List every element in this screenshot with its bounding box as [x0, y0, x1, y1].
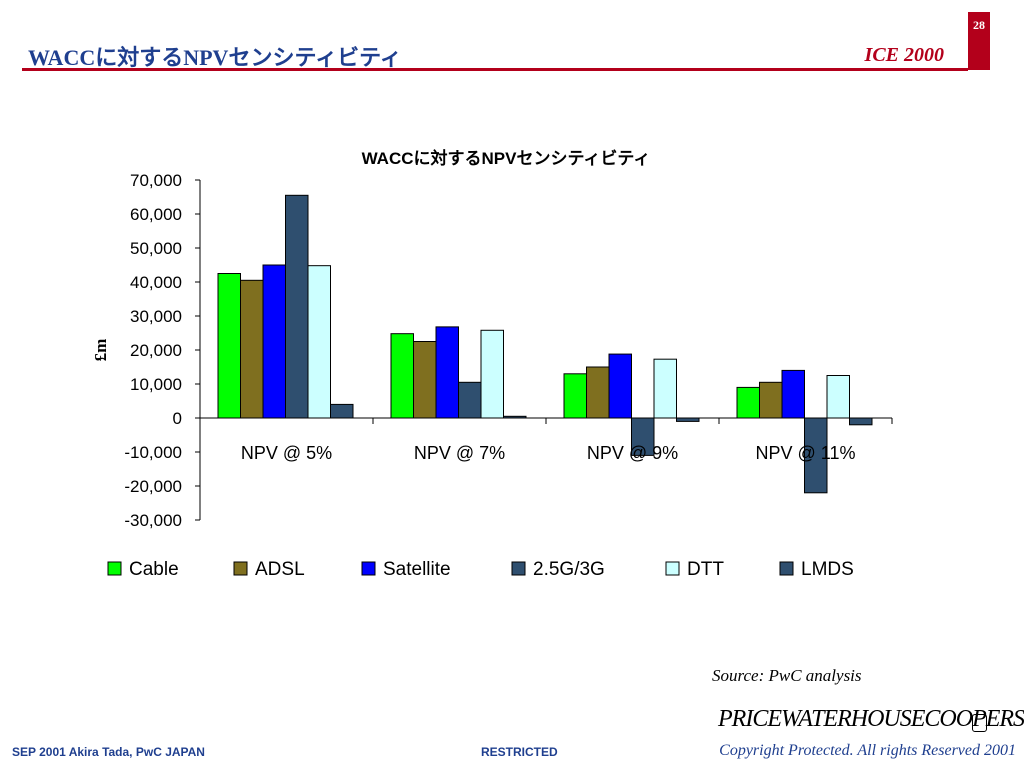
- bar-satellite-4: [781, 369, 805, 419]
- legend-swatch-lmds: [779, 561, 794, 576]
- legend-label: ADSL: [255, 559, 305, 580]
- bar-2-5g-3g-2: [458, 381, 482, 419]
- title-rule: [22, 68, 968, 71]
- legend-label: Cable: [129, 559, 179, 580]
- y-tick-label: -20,000: [124, 477, 182, 496]
- y-tick-label: 0: [173, 409, 182, 428]
- bar-adsl-2: [413, 341, 437, 419]
- legend-swatch-dtt: [665, 561, 680, 576]
- y-tick-label: 40,000: [130, 273, 182, 292]
- legend-swatch-adsl: [233, 561, 248, 576]
- bar-2-5g-3g-1: [285, 194, 309, 419]
- bar-2-5g-3g-4: [804, 417, 828, 494]
- y-tick-label: 70,000: [130, 171, 182, 190]
- y-tick-label: -10,000: [124, 443, 182, 462]
- legend-swatch-2-5g-3g: [511, 561, 526, 576]
- bar-adsl-3: [586, 366, 610, 419]
- y-tick-label: 20,000: [130, 341, 182, 360]
- bar-lmds-4: [849, 417, 873, 426]
- page-number: 28: [973, 18, 985, 32]
- bar-cable-3: [563, 373, 587, 419]
- legend-swatch-cable: [107, 561, 122, 576]
- footer-author: SEP 2001 Akira Tada, PwC JAPAN: [12, 745, 205, 759]
- bar-cable-2: [390, 333, 414, 419]
- npv-chart: WACCに対するNPVセンシティビティ 70,000 60,000 50,000 40,…: [91, 148, 893, 580]
- category-label: NPV @ 5%: [241, 443, 332, 463]
- y-tick-label: 60,000: [130, 205, 182, 224]
- bar-satellite-3: [608, 353, 632, 419]
- pwc-seal-icon: [972, 714, 987, 732]
- bar-cable-4: [736, 386, 760, 419]
- y-tick-label: 30,000: [130, 307, 182, 326]
- category-label: NPV @ 11%: [756, 443, 856, 463]
- bar-lmds-2: [503, 415, 527, 419]
- bar-dtt-3: [653, 358, 677, 419]
- legend-swatch-satellite: [361, 561, 376, 576]
- category-label: NPV @ 7%: [414, 443, 505, 463]
- event-label: ICE 2000: [864, 44, 944, 66]
- legend-label: Satellite: [383, 559, 451, 580]
- footer-copyright: Copyright Protected. All rights Reserved…: [719, 742, 1016, 759]
- bar-dtt-1: [307, 265, 331, 419]
- bar-lmds-3: [676, 417, 700, 422]
- source-note: Source: PwC analysis: [712, 666, 862, 685]
- bar-adsl-1: [240, 279, 264, 419]
- footer-classification: RESTRICTED: [481, 745, 558, 759]
- bar-dtt-4: [826, 375, 850, 419]
- bar-cable-1: [217, 273, 241, 419]
- bar-satellite-1: [262, 264, 286, 419]
- bar-lmds-1: [330, 403, 354, 419]
- chart-title: WACCに対するNPVセンシティビティ: [362, 148, 651, 168]
- y-tick-label: 10,000: [130, 375, 182, 394]
- bar-adsl-4: [759, 381, 783, 419]
- legend-label: LMDS: [801, 559, 854, 580]
- y-tick-label: -30,000: [124, 511, 182, 530]
- bar-2-5g-3g-3: [631, 417, 655, 456]
- y-tick-label: 50,000: [130, 239, 182, 258]
- y-axis-label: £m: [91, 339, 110, 362]
- page-number-tab: [968, 12, 990, 70]
- slide-title: WACCに対するNPVセンシティビティ: [28, 45, 402, 70]
- legend-label: DTT: [687, 559, 724, 580]
- category-label: NPV @ 9%: [587, 443, 678, 463]
- bar-satellite-2: [435, 326, 459, 419]
- legend-label: 2.5G/3G: [533, 559, 605, 580]
- pwc-logo: PRICEWATERHOUSECOOPERS: [718, 706, 1024, 732]
- bar-dtt-2: [480, 329, 504, 419]
